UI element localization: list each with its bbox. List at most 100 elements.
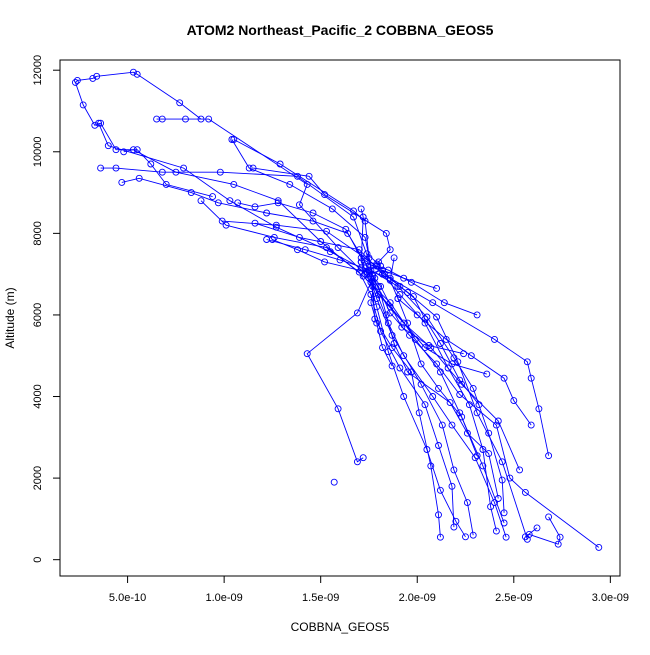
data-point <box>554 540 562 548</box>
data-point <box>394 295 402 303</box>
data-point <box>475 401 483 409</box>
data-point <box>120 148 128 156</box>
series-layer <box>71 68 603 551</box>
data-point <box>234 199 242 207</box>
series-line <box>370 278 393 367</box>
data-point <box>452 517 460 525</box>
data-point <box>421 401 429 409</box>
data-point <box>483 370 491 378</box>
data-point <box>433 313 441 321</box>
data-point <box>435 384 442 392</box>
data-point <box>118 178 126 186</box>
data-point <box>93 72 101 80</box>
data-point <box>197 115 205 123</box>
data-point <box>129 68 137 76</box>
profile-series <box>357 205 469 541</box>
data-point <box>417 360 425 368</box>
data-point <box>263 209 271 217</box>
data-point <box>263 236 271 243</box>
data-point <box>390 254 398 262</box>
data-point <box>249 164 257 172</box>
data-point <box>377 327 385 335</box>
data-point <box>465 401 473 409</box>
data-point <box>309 217 317 225</box>
data-point <box>436 486 444 494</box>
data-point <box>479 446 487 453</box>
data-point <box>390 340 398 347</box>
data-point <box>373 319 381 327</box>
data-point <box>500 374 508 382</box>
data-point <box>274 197 282 205</box>
data-point <box>556 533 564 541</box>
data-point <box>112 146 120 154</box>
data-point <box>450 354 458 362</box>
data-point <box>500 509 508 517</box>
data-point <box>180 164 188 172</box>
data-point <box>377 282 385 290</box>
series-line <box>360 208 466 538</box>
data-point <box>135 174 143 182</box>
data-point <box>407 278 415 286</box>
data-point <box>176 99 184 107</box>
data-point <box>473 311 481 319</box>
data-point <box>321 191 329 199</box>
data-point <box>421 344 429 352</box>
data-point <box>384 348 392 356</box>
data-point <box>73 76 81 84</box>
data-point <box>274 199 282 207</box>
x-tick-label: 1.0e-09 <box>205 592 242 604</box>
data-point <box>133 70 141 78</box>
data-point <box>423 446 431 453</box>
data-point <box>373 303 381 311</box>
data-point <box>187 189 195 197</box>
data-point <box>95 119 103 127</box>
data-point <box>222 221 230 229</box>
data-point <box>469 384 477 392</box>
data-point <box>357 205 365 213</box>
data-point <box>404 319 412 327</box>
data-point <box>400 274 408 282</box>
data-point <box>456 376 464 384</box>
data-point <box>409 293 417 301</box>
data-point <box>386 276 394 284</box>
data-point <box>521 488 529 496</box>
y-axis: 0 2000 4000 6000 8000 10000 12000 <box>32 55 61 563</box>
x-tick-label: 1.5e-09 <box>302 592 339 604</box>
x-axis-label: COBBNA_GEOS5 <box>291 620 390 634</box>
data-point <box>97 119 105 127</box>
data-point <box>388 331 396 339</box>
data-point <box>545 452 553 460</box>
data-point <box>523 358 531 366</box>
data-point <box>375 258 383 266</box>
profile-series <box>357 258 481 319</box>
data-point <box>218 217 226 225</box>
data-point <box>342 225 350 233</box>
data-point <box>394 282 402 290</box>
y-tick-label: 12000 <box>32 55 44 86</box>
data-point <box>400 393 408 400</box>
data-point <box>436 533 444 541</box>
series-line <box>361 261 478 316</box>
x-tick-label: 2.0e-09 <box>399 592 436 604</box>
data-point <box>272 221 280 229</box>
data-point <box>336 256 344 264</box>
data-point <box>448 482 456 490</box>
data-point <box>454 358 462 366</box>
data-point <box>295 233 303 241</box>
data-point <box>294 172 301 180</box>
data-point <box>323 244 330 252</box>
data-point <box>97 164 105 172</box>
data-point <box>473 409 481 417</box>
profile-series <box>249 164 394 268</box>
data-point <box>91 121 99 129</box>
data-point <box>384 319 392 327</box>
data-point <box>448 360 456 368</box>
data-point <box>446 399 454 407</box>
data-point <box>535 405 543 413</box>
data-point <box>467 352 475 360</box>
data-point <box>492 421 500 429</box>
data-point <box>382 311 390 319</box>
profile-series <box>71 68 217 201</box>
data-point <box>527 421 535 429</box>
data-point <box>286 180 294 188</box>
